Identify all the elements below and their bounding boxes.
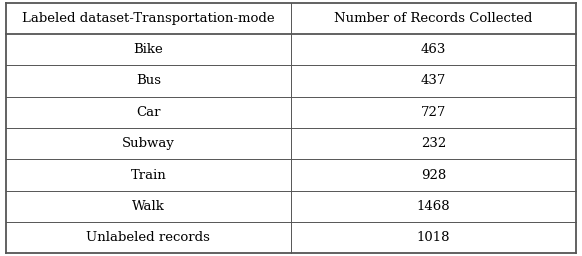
Text: 928: 928 (421, 168, 446, 182)
Text: 727: 727 (421, 106, 446, 119)
Text: Number of Records Collected: Number of Records Collected (335, 12, 533, 25)
Text: Labeled dataset-Transportation-mode: Labeled dataset-Transportation-mode (22, 12, 275, 25)
Text: Walk: Walk (132, 200, 165, 213)
Text: Unlabeled records: Unlabeled records (87, 231, 210, 244)
Text: 232: 232 (421, 137, 446, 150)
Text: 437: 437 (421, 74, 446, 88)
Text: Subway: Subway (122, 137, 175, 150)
Text: Bike: Bike (133, 43, 164, 56)
Text: 1018: 1018 (417, 231, 450, 244)
Text: Bus: Bus (136, 74, 161, 88)
Text: 1468: 1468 (417, 200, 450, 213)
Text: Train: Train (130, 168, 166, 182)
Text: Car: Car (136, 106, 161, 119)
Text: 463: 463 (421, 43, 446, 56)
